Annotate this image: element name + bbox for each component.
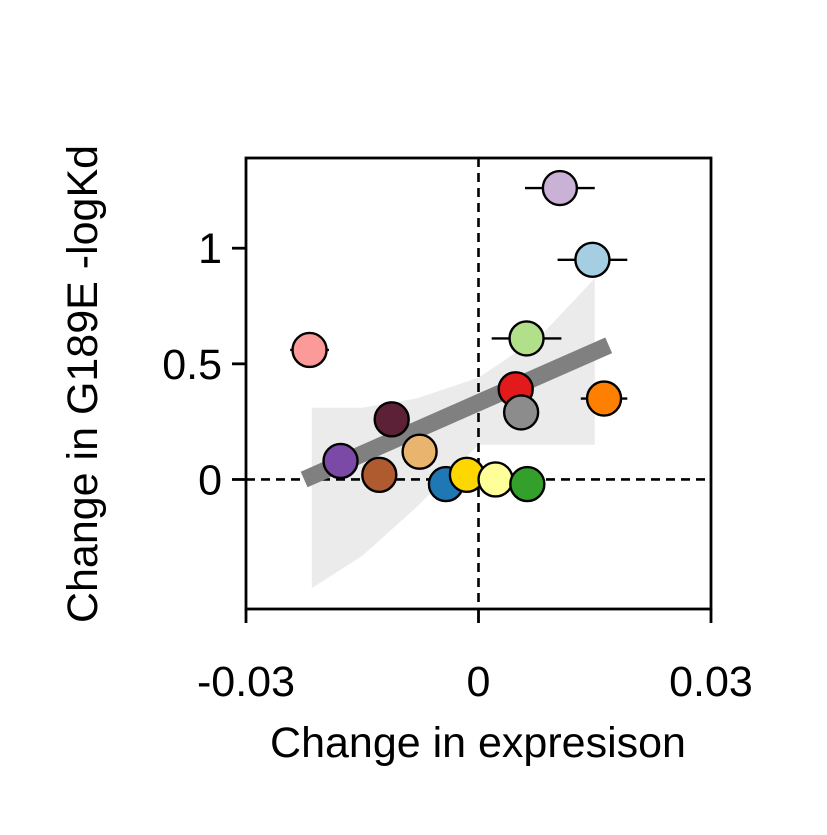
y-tick-label: 0: [198, 456, 222, 504]
x-tick-label: 0.03: [669, 658, 753, 706]
y-tick-label: 1: [198, 225, 222, 273]
data-point: [322, 442, 359, 480]
data-point: [585, 380, 623, 417]
x-axis-title: Change in expresison: [270, 719, 686, 767]
data-point: [361, 456, 398, 494]
x-tick-label: 0: [467, 658, 491, 706]
confidence-band-layer: [311, 278, 595, 589]
y-axis-title: Change in G189E -logKd: [59, 145, 107, 623]
data-point: [291, 331, 328, 369]
data-point: [574, 241, 611, 278]
data-point: [373, 401, 410, 438]
data-point: [477, 461, 514, 498]
data-point: [541, 169, 579, 207]
y-tick-label: 0.5: [162, 341, 222, 389]
axes-layer: -0.03 0 0.03 0 0.5 1: [162, 156, 753, 706]
data-point: [509, 465, 546, 503]
data-point: [502, 394, 540, 431]
data-points-layer: [291, 169, 623, 503]
data-point: [508, 320, 545, 357]
data-point: [401, 433, 438, 470]
x-tick-label: -0.03: [197, 658, 295, 706]
confidence-band: [311, 278, 595, 589]
